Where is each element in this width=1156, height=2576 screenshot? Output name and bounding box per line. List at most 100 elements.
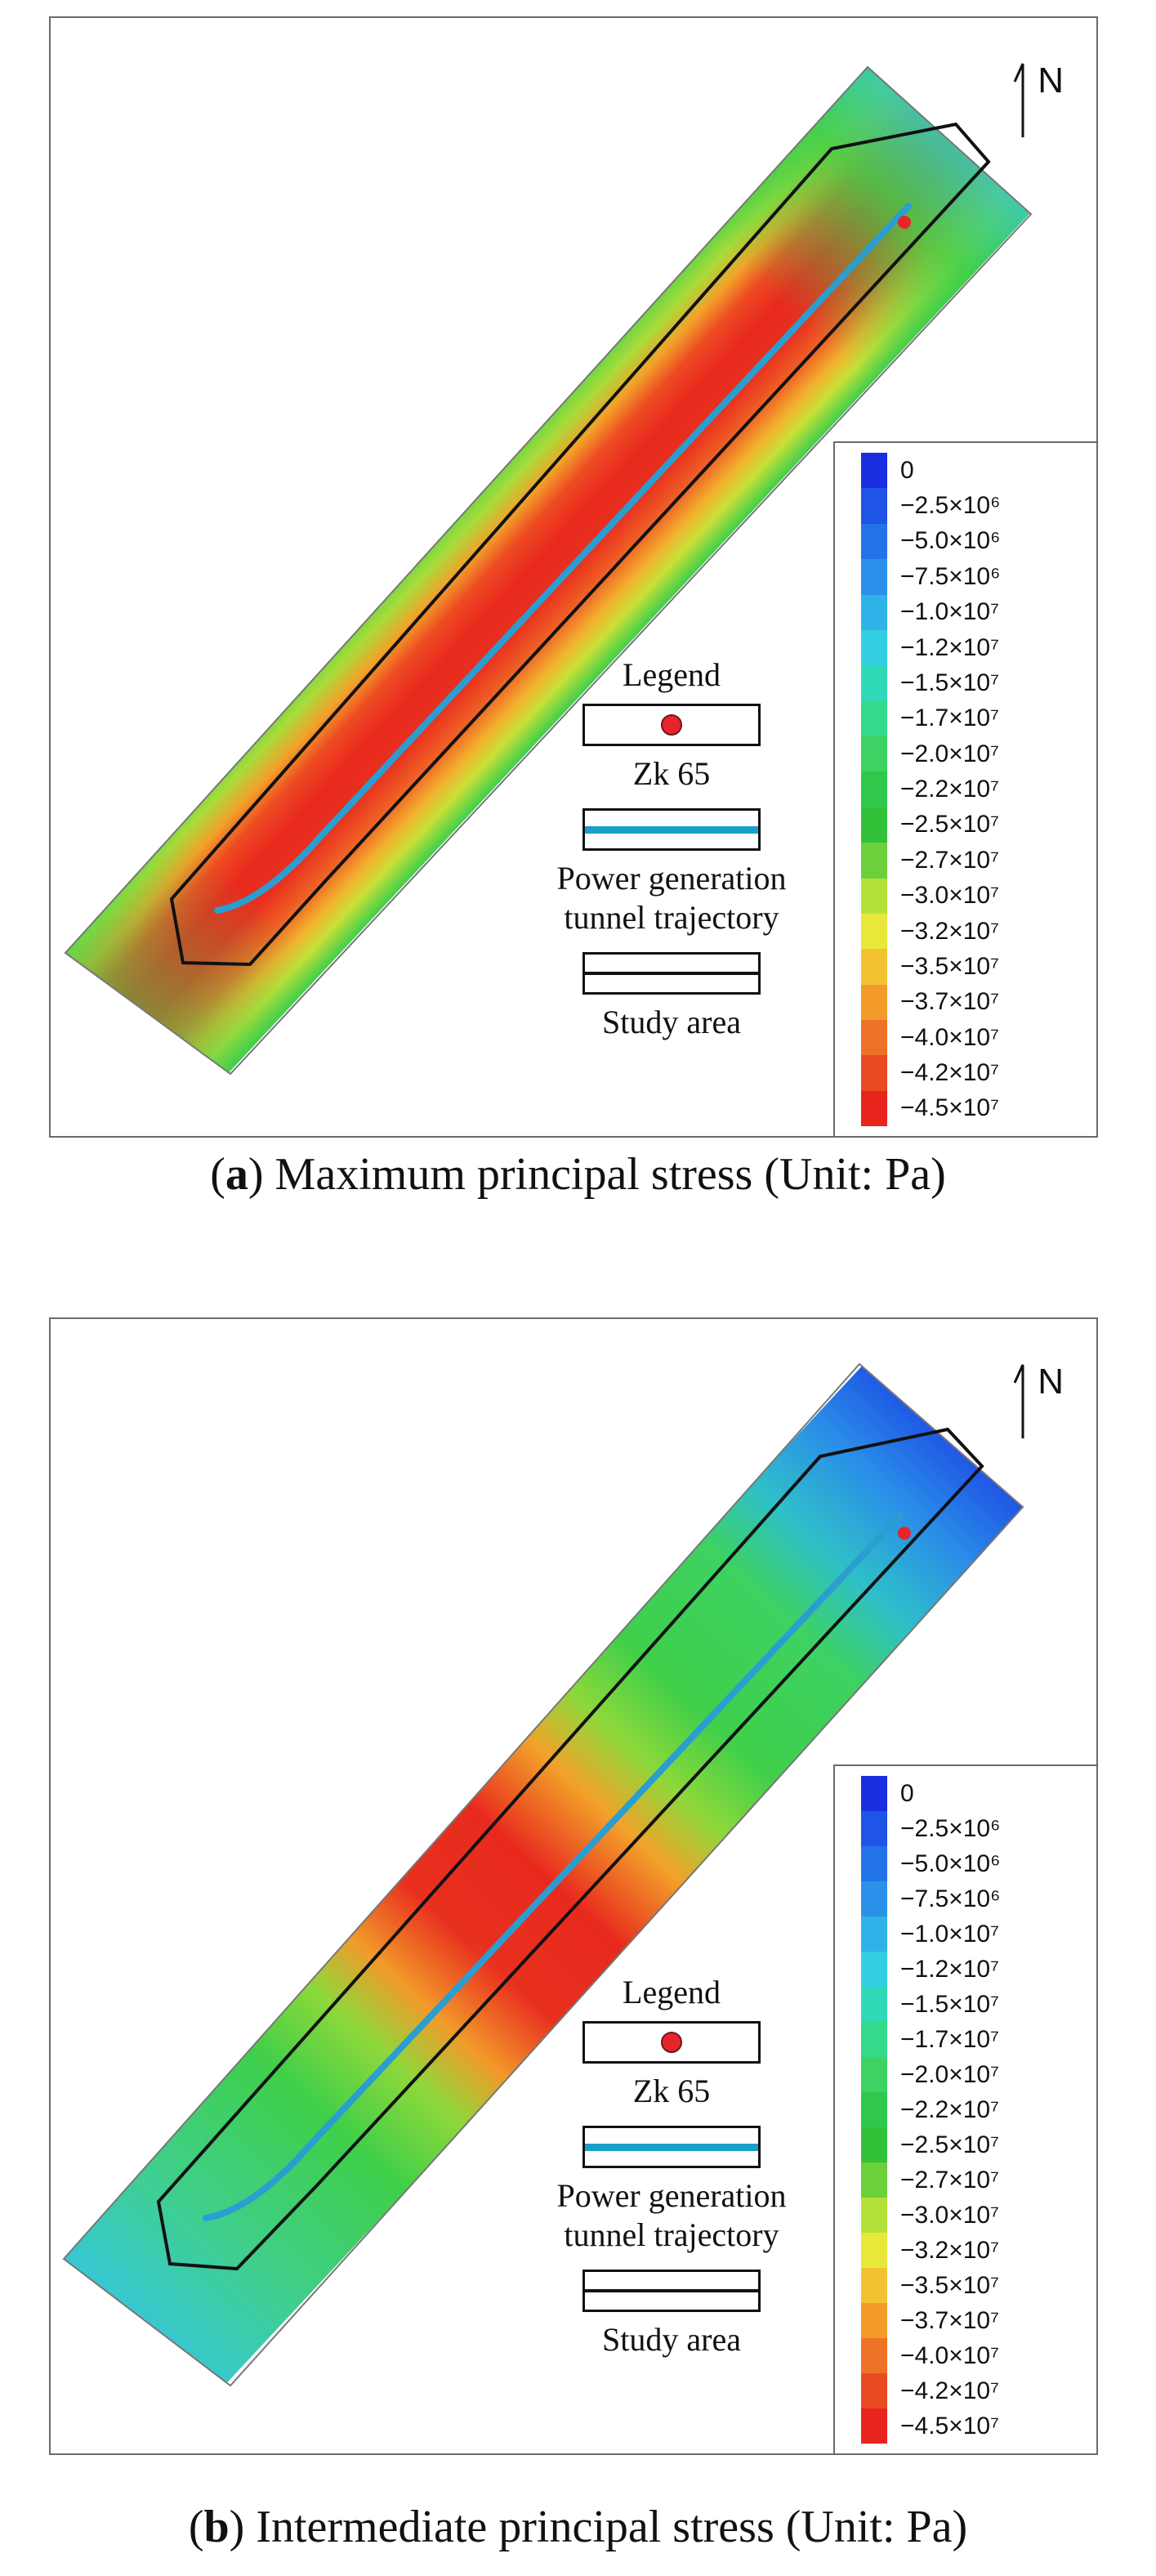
- red-dot-icon: [661, 714, 682, 736]
- colorbar-tick-label: −2.7×10⁷: [900, 2166, 999, 2194]
- colorbar-tick-label: −5.0×10⁶: [900, 527, 1001, 555]
- colorbar-swatch: [861, 1055, 887, 1091]
- colorbar-swatch: [861, 594, 887, 630]
- colorbar-a: 0 −2.5×10⁶ −5.0×10⁶ −7.5×10⁶ −1.0×10⁷ −1.2×10…: [833, 441, 1096, 1136]
- zk65-point-b: [898, 1527, 911, 1540]
- colorbar-swatches: [861, 453, 887, 1127]
- colorbar-tick-label: −2.2×10⁷: [900, 776, 999, 803]
- study-area-b: [156, 1427, 984, 2271]
- colorbar-swatch: [861, 771, 887, 807]
- colorbar-swatch: [861, 2057, 887, 2092]
- caption-b-text: Intermediate principal stress (Unit: Pa): [244, 2502, 968, 2552]
- colorbar-tick-label: −4.0×10⁷: [900, 2341, 999, 2369]
- legend-study-area-label: Study area: [602, 2321, 741, 2358]
- colorbar-tick-label: −2.5×10⁶: [900, 1814, 1001, 1842]
- colorbar-swatch: [861, 1811, 887, 1846]
- colorbar-swatch: [861, 1020, 887, 1056]
- colorbar-tick-label: −7.5×10⁶: [900, 1885, 1001, 1912]
- colorbar-swatch: [861, 2092, 887, 2127]
- colorbar-tick-label: −2.5×10⁶: [900, 492, 1001, 520]
- stress-map-b: [62, 1362, 1024, 2387]
- north-arrow-icon: [1013, 1364, 1024, 1438]
- legend-study-area-symbol: [582, 952, 761, 995]
- colorbar-labels: 0 −2.5×10⁶ −5.0×10⁶ −7.5×10⁶ −1.0×10⁷ −1.2×10…: [900, 453, 1096, 1126]
- legend-zk65-label: Zk 65: [632, 755, 711, 792]
- colorbar-swatch: [861, 665, 887, 701]
- colorbar-tick-label: −1.2×10⁷: [900, 1955, 999, 1983]
- colorbar-swatch: [861, 807, 887, 843]
- colorbar-swatch: [861, 984, 887, 1020]
- legend-zk65-symbol: [582, 704, 761, 746]
- colorbar-swatch: [861, 2233, 887, 2268]
- caption-b-letter: b: [203, 2502, 230, 2552]
- colorbar-swatch: [861, 453, 887, 489]
- tunnel-trajectory-a: [214, 203, 912, 914]
- north-arrow-icon: [1013, 63, 1024, 137]
- double-line-icon: [585, 2289, 758, 2292]
- colorbar-swatch: [861, 913, 887, 950]
- colorbar-swatch: [861, 523, 887, 560]
- colorbar-swatch: [861, 2408, 887, 2444]
- blue-line-icon: [585, 826, 758, 834]
- colorbar-swatch: [861, 878, 887, 914]
- colorbar-tick-label: −1.2×10⁷: [900, 633, 999, 661]
- colorbar-tick-label: −2.5×10⁷: [900, 811, 999, 839]
- colorbar-tick-label: −2.2×10⁷: [900, 2095, 999, 2123]
- legend-zk65-symbol: [582, 2021, 761, 2064]
- colorbar-tick-label: −3.0×10⁷: [900, 882, 999, 910]
- colorbar-swatch: [861, 629, 887, 666]
- colorbar-labels: 0 −2.5×10⁶ −5.0×10⁶ −7.5×10⁶ −1.0×10⁷ −1.2×10…: [900, 1776, 1096, 2444]
- colorbar-swatch: [861, 2198, 887, 2233]
- legend-tunnel-symbol: [582, 2126, 761, 2168]
- colorbar-swatch: [861, 1916, 887, 1952]
- legend-tunnel-label: Power generation tunnel trajectory: [556, 2177, 787, 2253]
- colorbar-tick-label: −1.7×10⁷: [900, 704, 999, 732]
- map-legend-b: Legend Zk 65 Power generation tunnel tra…: [541, 1973, 802, 2374]
- colorbar-swatch: [861, 843, 887, 879]
- colorbar-swatch: [861, 736, 887, 772]
- model-boundary-a: [64, 65, 1033, 1076]
- caption-b: (b) Intermediate principal stress (Unit:…: [188, 2502, 968, 2552]
- study-area-a: [169, 122, 991, 967]
- colorbar-tick-label: −3.7×10⁷: [900, 988, 999, 1016]
- colorbar-swatch: [861, 2127, 887, 2162]
- colorbar-swatch: [861, 2162, 887, 2198]
- colorbar-tick-label: −4.5×10⁷: [900, 2412, 999, 2440]
- colorbar-tick-label: −2.5×10⁷: [900, 2131, 999, 2158]
- caption-a: (a) Maximum principal stress (Unit: Pa): [210, 1149, 946, 1200]
- colorbar-swatch: [861, 2022, 887, 2057]
- colorbar-tick-label: −2.0×10⁷: [900, 2060, 999, 2088]
- north-label: N: [1038, 60, 1064, 101]
- colorbar-tick-label: −5.0×10⁶: [900, 1849, 1001, 1877]
- colorbar-tick-label: −4.0×10⁷: [900, 1023, 999, 1051]
- model-boundary-b: [62, 1362, 1024, 2387]
- colorbar-tick-label: −3.5×10⁷: [900, 2271, 999, 2299]
- colorbar-tick-label: −2.0×10⁷: [900, 740, 999, 767]
- colorbar-tick-label: 0: [900, 1779, 914, 1807]
- colorbar-tick-label: −1.5×10⁷: [900, 1990, 999, 2018]
- legend-title: Legend: [623, 1974, 721, 2010]
- colorbar-swatch: [861, 1090, 887, 1127]
- legend-title: Legend: [623, 656, 721, 693]
- colorbar-tick-label: −3.2×10⁷: [900, 2236, 999, 2264]
- colorbar-tick-label: −4.2×10⁷: [900, 2377, 999, 2404]
- colorbar-swatch: [861, 1952, 887, 1987]
- red-dot-icon: [661, 2032, 682, 2053]
- colorbar-tick-label: −1.7×10⁷: [900, 2025, 999, 2053]
- colorbar-tick-label: −2.7×10⁷: [900, 846, 999, 874]
- stress-map-a: [64, 65, 1033, 1076]
- stress-field-b: [64, 1364, 1023, 2386]
- colorbar-swatch: [861, 949, 887, 985]
- colorbar-swatch: [861, 2338, 887, 2373]
- blue-line-icon: [585, 2144, 758, 2151]
- caption-a-letter: a: [225, 1149, 248, 1200]
- colorbar-tick-label: 0: [900, 456, 914, 484]
- colorbar-tick-label: −1.0×10⁷: [900, 598, 999, 626]
- colorbar-swatch: [861, 2268, 887, 2303]
- north-arrow-b: N: [1013, 1362, 1064, 1440]
- legend-tunnel-label: Power generation tunnel trajectory: [556, 860, 787, 936]
- north-label: N: [1038, 1362, 1064, 1402]
- colorbar-tick-label: −4.5×10⁷: [900, 1094, 999, 1122]
- map-legend-a: Legend Zk 65 Power generation tunnel tra…: [541, 655, 802, 1057]
- colorbar-swatch: [861, 1846, 887, 1881]
